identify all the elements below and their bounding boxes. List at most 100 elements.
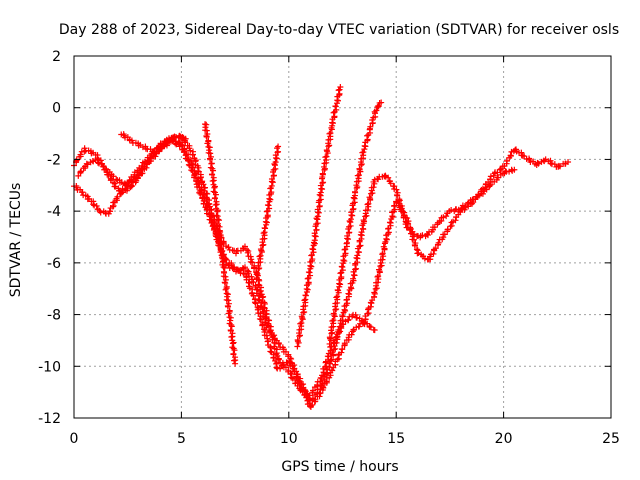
data-point: [360, 217, 367, 224]
data-point: [364, 136, 371, 143]
data-point: [344, 232, 351, 239]
data-point: [304, 286, 311, 293]
data-point: [380, 243, 387, 250]
data-point: [411, 242, 418, 249]
data-point: [231, 357, 238, 364]
y-tick-label: -8: [47, 308, 61, 324]
data-point: [354, 252, 361, 259]
data-point: [294, 343, 301, 350]
data-point: [187, 147, 194, 154]
data-point: [210, 167, 217, 174]
data-point: [77, 168, 84, 175]
data-point: [134, 167, 141, 174]
data-point: [357, 231, 364, 238]
data-point: [396, 198, 403, 205]
data-point: [229, 340, 236, 347]
data-point: [400, 214, 407, 221]
data-point: [333, 294, 340, 301]
data-point: [206, 203, 213, 210]
x-tick-label: 25: [602, 431, 620, 447]
data-point: [366, 194, 373, 201]
data-point: [267, 196, 274, 203]
data-point: [78, 168, 85, 175]
data-point: [337, 270, 344, 277]
data-point: [359, 149, 366, 156]
data-point: [364, 201, 371, 208]
data-point: [378, 262, 385, 269]
data-point: [79, 189, 86, 196]
data-point: [128, 182, 135, 189]
data-point: [225, 244, 232, 251]
series-7: [294, 84, 344, 350]
data-point: [335, 87, 342, 94]
data-point: [228, 333, 235, 340]
data-point: [144, 161, 151, 168]
series-4: [118, 131, 189, 155]
data-point: [258, 316, 265, 323]
chart-title: Day 288 of 2023, Sidereal Day-to-day VTE…: [59, 22, 619, 38]
data-point: [421, 255, 428, 262]
data-point: [311, 230, 318, 237]
data-point: [230, 339, 237, 346]
data-point: [313, 226, 320, 233]
data-point: [367, 324, 374, 331]
data-point: [346, 229, 353, 236]
data-point: [301, 297, 308, 304]
data-point: [257, 303, 264, 310]
data-point: [210, 188, 217, 195]
data-point: [250, 292, 257, 299]
data-point: [211, 219, 218, 226]
data-point: [369, 297, 376, 304]
data-point: [252, 300, 259, 307]
data-point: [317, 378, 324, 385]
data-point: [222, 280, 229, 287]
data-point: [557, 163, 564, 170]
data-point: [126, 177, 133, 184]
data-point: [316, 203, 323, 210]
data-point: [399, 208, 406, 215]
data-point: [251, 299, 258, 306]
data-point: [124, 185, 131, 192]
data-point: [565, 159, 572, 166]
data-point: [103, 166, 110, 173]
data-point: [371, 327, 378, 334]
data-point: [547, 160, 554, 167]
data-point: [269, 179, 276, 186]
data-point: [83, 160, 90, 167]
data-point: [385, 174, 392, 181]
data-point: [225, 310, 232, 317]
data-point: [94, 159, 101, 166]
data-point: [309, 395, 316, 402]
data-point: [483, 186, 490, 193]
data-point: [259, 322, 266, 329]
data-point: [189, 164, 196, 171]
data-point: [93, 202, 100, 209]
data-point: [182, 135, 189, 142]
data-point: [356, 323, 363, 330]
data-point: [329, 317, 336, 324]
data-point: [220, 258, 227, 265]
data-point: [187, 156, 194, 163]
data-point: [216, 230, 223, 237]
data-point: [373, 107, 380, 114]
data-point: [308, 263, 315, 270]
data-point: [275, 148, 282, 155]
data-point: [330, 317, 337, 324]
data-point: [134, 175, 141, 182]
data-point: [350, 205, 357, 212]
data-series: [71, 84, 572, 411]
data-point: [206, 144, 213, 151]
data-point: [267, 328, 274, 335]
data-point: [369, 119, 376, 126]
data-point: [298, 319, 305, 326]
data-point: [269, 336, 276, 343]
data-point: [221, 264, 228, 271]
data-point: [345, 290, 352, 297]
data-point: [287, 359, 294, 366]
data-point: [228, 323, 235, 330]
data-point: [263, 313, 270, 320]
data-point: [173, 133, 180, 140]
data-point: [419, 232, 426, 239]
data-point: [272, 340, 279, 347]
data-point: [411, 231, 418, 238]
